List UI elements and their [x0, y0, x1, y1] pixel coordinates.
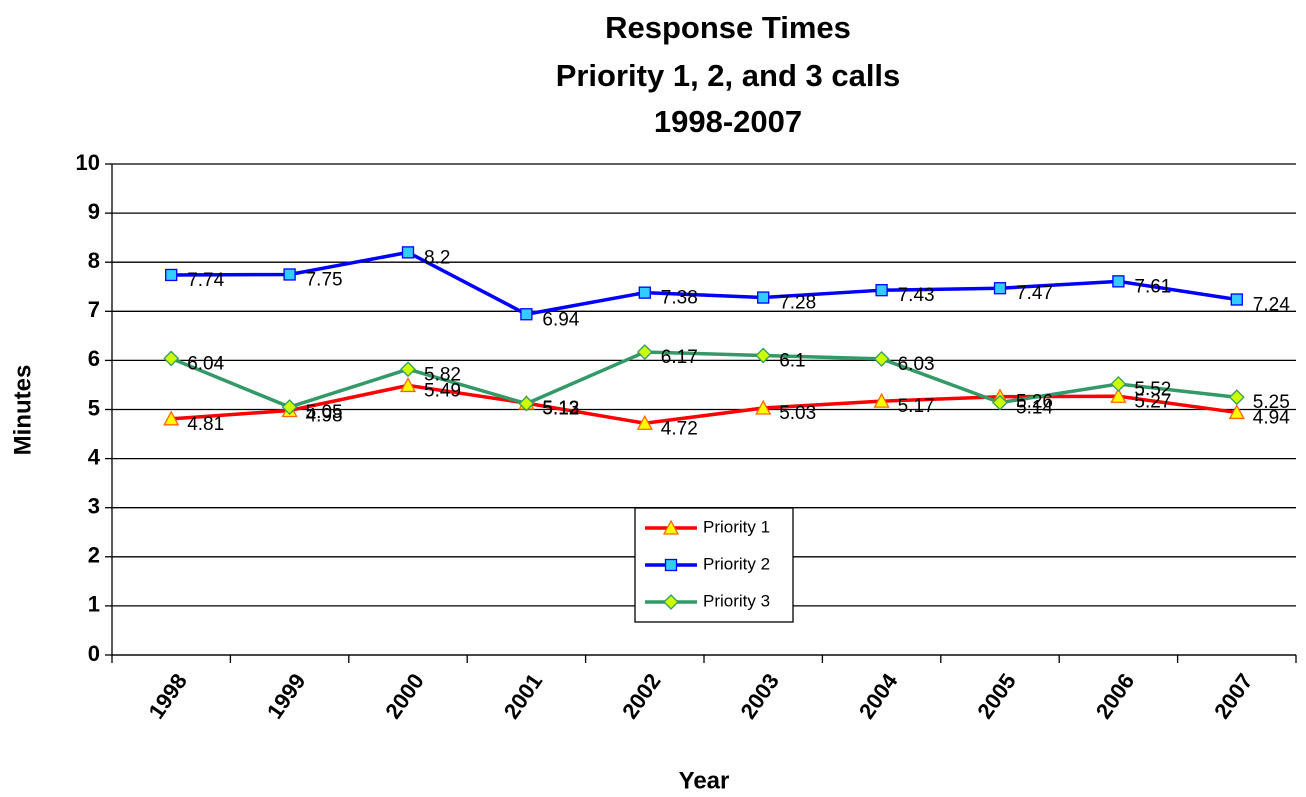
data-label: 6.17	[661, 347, 698, 368]
x-tick-label: 1999	[262, 669, 311, 723]
data-label: 5.14	[1016, 398, 1053, 419]
data-label: 7.61	[1134, 276, 1171, 297]
data-label: 4.81	[187, 414, 224, 435]
data-label: 5.25	[1253, 392, 1290, 413]
data-label: 7.74	[187, 270, 224, 291]
series-line	[171, 250, 1238, 317]
data-label: 7.38	[661, 288, 698, 309]
y-tick-label: 4	[88, 444, 101, 469]
x-tick-label: 2006	[1091, 669, 1140, 723]
marker	[400, 361, 416, 378]
marker	[875, 284, 888, 297]
data-label: 5.52	[1134, 379, 1171, 400]
marker	[163, 410, 180, 426]
marker	[1110, 387, 1127, 403]
data-label: 4.72	[661, 418, 698, 439]
marker	[163, 350, 180, 367]
series-line	[171, 383, 1238, 426]
y-tick-label: 10	[76, 150, 100, 175]
series-line	[170, 350, 1237, 409]
legend-label: Priority 1	[703, 517, 770, 536]
marker	[1230, 293, 1243, 306]
marker	[873, 392, 890, 408]
marker	[283, 268, 296, 281]
data-label: 8.2	[424, 247, 450, 268]
data-label: 7.47	[1016, 283, 1053, 304]
marker	[663, 594, 679, 610]
x-axis-title: Year	[679, 767, 730, 794]
marker	[1112, 275, 1125, 288]
marker	[993, 282, 1007, 295]
data-label: 6.03	[898, 354, 935, 375]
x-tick-label: 2003	[735, 669, 784, 723]
marker	[399, 377, 417, 393]
marker	[757, 291, 770, 304]
x-tick-label: 2004	[854, 668, 903, 723]
data-label: 7.24	[1253, 295, 1290, 316]
legend-label: Priority 3	[703, 591, 770, 610]
marker	[518, 395, 535, 412]
y-tick-label: 6	[88, 346, 100, 371]
chart-title: Priority 1, 2, and 3 calls	[556, 58, 901, 93]
marker	[1228, 389, 1245, 406]
y-tick-label: 3	[88, 494, 100, 519]
chart-title: Response Times	[605, 10, 851, 45]
marker	[638, 286, 651, 299]
marker	[1228, 404, 1245, 420]
x-tick-label: 1998	[143, 669, 192, 723]
data-label: 5.13	[542, 398, 579, 419]
marker	[662, 519, 680, 535]
data-label: 5.27	[1134, 391, 1171, 412]
data-label: 6.1	[779, 351, 805, 372]
data-label: 6.04	[187, 353, 224, 374]
data-label: 5.05	[306, 402, 343, 423]
data-label: 5.82	[424, 364, 461, 385]
data-label: 4.94	[1253, 407, 1290, 428]
marker	[755, 347, 772, 364]
y-tick-label: 5	[88, 395, 100, 420]
y-tick-label: 2	[88, 543, 100, 568]
data-label: 5.17	[898, 396, 935, 417]
marker	[520, 308, 533, 321]
marker	[636, 414, 653, 430]
data-label: 7.75	[306, 269, 343, 290]
marker	[401, 246, 415, 259]
y-tick-label: 7	[88, 297, 100, 322]
x-tick-label: 2007	[1209, 669, 1258, 723]
y-tick-label: 0	[88, 641, 100, 666]
marker	[755, 399, 772, 415]
marker	[1110, 376, 1127, 392]
y-axis-title: Minutes	[9, 365, 36, 456]
data-label: 5.49	[424, 380, 461, 401]
y-tick-label: 9	[88, 199, 100, 224]
x-tick-label: 2001	[499, 669, 548, 723]
data-label: 5.12	[542, 399, 579, 420]
chart-title: 1998-2007	[654, 104, 802, 139]
data-label: 5.03	[779, 403, 816, 424]
data-label: 5.26	[1016, 392, 1053, 413]
marker	[992, 394, 1008, 411]
data-label: 7.43	[898, 285, 935, 306]
y-tick-label: 8	[88, 248, 100, 273]
y-tick-label: 1	[88, 592, 100, 617]
marker	[165, 268, 178, 282]
data-label: 7.28	[779, 293, 816, 314]
x-tick-label: 2000	[380, 669, 429, 723]
data-label: 4.98	[306, 405, 343, 426]
marker	[664, 558, 678, 572]
data-label: 6.94	[542, 309, 579, 330]
marker	[636, 344, 653, 360]
marker	[281, 399, 298, 415]
x-tick-label: 2005	[972, 669, 1021, 723]
x-tick-label: 2002	[617, 669, 666, 723]
marker	[873, 351, 890, 367]
legend-label: Priority 2	[703, 554, 770, 573]
